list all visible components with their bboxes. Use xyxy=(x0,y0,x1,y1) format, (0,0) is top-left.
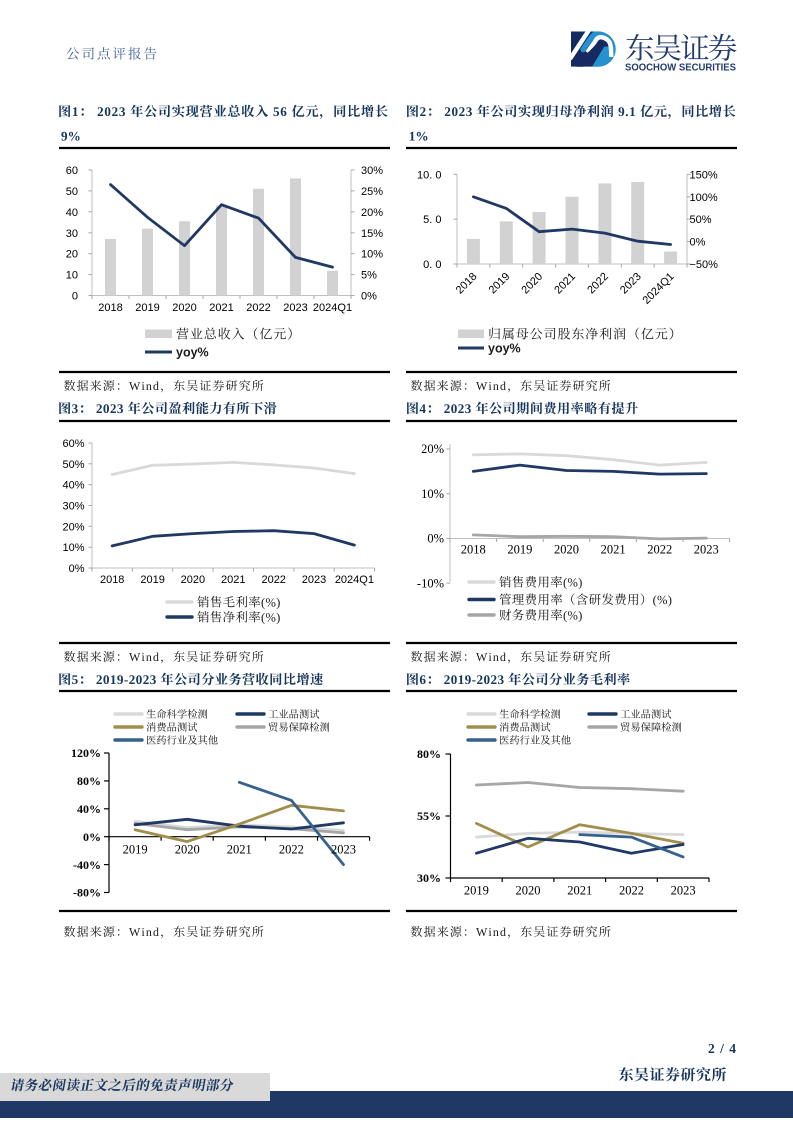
svg-text:2020: 2020 xyxy=(181,574,205,586)
svg-text:40%: 40% xyxy=(77,802,101,816)
svg-text:2022: 2022 xyxy=(619,884,644,898)
svg-text:2021: 2021 xyxy=(227,843,252,857)
svg-text:55%: 55% xyxy=(417,809,441,823)
svg-text:2020: 2020 xyxy=(519,271,545,297)
svg-text:5%: 5% xyxy=(361,270,377,282)
svg-text:15%: 15% xyxy=(361,228,383,240)
svg-text:2019: 2019 xyxy=(140,574,164,586)
svg-text:-40%: -40% xyxy=(73,858,101,872)
svg-text:10. 0: 10. 0 xyxy=(417,169,441,181)
svg-text:2021: 2021 xyxy=(567,884,592,898)
svg-text:10%: 10% xyxy=(361,249,383,261)
svg-text:2018: 2018 xyxy=(454,271,480,297)
svg-text:40%: 40% xyxy=(62,480,84,492)
svg-text:40: 40 xyxy=(66,207,78,219)
svg-text:20%: 20% xyxy=(421,442,444,456)
svg-text:150%: 150% xyxy=(690,169,718,181)
svg-text:2019: 2019 xyxy=(487,271,513,297)
svg-text:2021: 2021 xyxy=(552,271,578,297)
svg-text:2022: 2022 xyxy=(246,302,270,314)
svg-text:20%: 20% xyxy=(62,521,84,533)
svg-text:−50%: −50% xyxy=(690,259,719,271)
svg-text:2020: 2020 xyxy=(554,543,579,557)
svg-text:30: 30 xyxy=(66,228,78,240)
svg-text:25%: 25% xyxy=(361,186,383,198)
svg-text:50: 50 xyxy=(66,186,78,198)
svg-text:0%: 0% xyxy=(83,830,101,844)
svg-text:60: 60 xyxy=(66,165,78,177)
svg-text:120%: 120% xyxy=(71,746,101,760)
svg-text:2023: 2023 xyxy=(694,543,719,557)
svg-text:yoy%: yoy% xyxy=(488,342,521,356)
svg-text:2020: 2020 xyxy=(175,843,200,857)
svg-text:80%: 80% xyxy=(417,747,441,761)
svg-text:SOOCHOW SECURITIES: SOOCHOW SECURITIES xyxy=(625,63,736,74)
svg-text:30%: 30% xyxy=(361,165,383,177)
svg-text:2023: 2023 xyxy=(671,884,696,898)
svg-text:50%: 50% xyxy=(62,459,84,471)
svg-text:2022: 2022 xyxy=(279,843,304,857)
svg-text:0. 0: 0. 0 xyxy=(423,259,441,271)
svg-text:2023: 2023 xyxy=(283,302,307,314)
svg-text:2024Q1: 2024Q1 xyxy=(641,271,677,307)
svg-text:2019: 2019 xyxy=(135,302,159,314)
svg-text:2018: 2018 xyxy=(100,574,124,586)
svg-text:2022: 2022 xyxy=(585,271,611,297)
svg-text:2022: 2022 xyxy=(647,543,672,557)
svg-text:80%: 80% xyxy=(77,774,101,788)
svg-text:2023: 2023 xyxy=(302,574,326,586)
svg-text:2023: 2023 xyxy=(618,271,644,297)
svg-text:0%: 0% xyxy=(69,563,85,575)
svg-text:20%: 20% xyxy=(361,207,383,219)
svg-text:30%: 30% xyxy=(62,501,84,513)
svg-text:30%: 30% xyxy=(417,871,441,885)
svg-text:20: 20 xyxy=(66,249,78,261)
svg-text:2018: 2018 xyxy=(461,543,486,557)
svg-text:2022: 2022 xyxy=(261,574,285,586)
svg-text:60%: 60% xyxy=(62,438,84,450)
svg-text:10%: 10% xyxy=(62,542,84,554)
svg-text:-80%: -80% xyxy=(73,886,101,900)
svg-text:2020: 2020 xyxy=(516,884,541,898)
svg-text:0%: 0% xyxy=(427,532,444,546)
svg-text:10%: 10% xyxy=(421,487,444,501)
svg-text:0%: 0% xyxy=(690,237,706,249)
svg-text:100%: 100% xyxy=(690,192,718,204)
svg-text:2021: 2021 xyxy=(601,543,626,557)
svg-text:5. 0: 5. 0 xyxy=(423,214,441,226)
svg-text:2023: 2023 xyxy=(331,843,356,857)
svg-text:50%: 50% xyxy=(690,214,712,226)
svg-text:2019: 2019 xyxy=(123,843,148,857)
svg-text:2021: 2021 xyxy=(209,302,233,314)
svg-text:-10%: -10% xyxy=(417,577,444,591)
svg-text:yoy%: yoy% xyxy=(176,346,209,360)
svg-text:0%: 0% xyxy=(361,291,377,303)
svg-text:2024Q1: 2024Q1 xyxy=(335,574,374,586)
svg-text:10: 10 xyxy=(66,270,78,282)
svg-text:0: 0 xyxy=(72,291,78,303)
svg-text:2019: 2019 xyxy=(464,884,489,898)
svg-text:2021: 2021 xyxy=(221,574,245,586)
svg-text:2019: 2019 xyxy=(507,543,532,557)
svg-text:2018: 2018 xyxy=(98,302,122,314)
svg-text:2024Q1: 2024Q1 xyxy=(313,302,352,314)
svg-text:2 / 4: 2 / 4 xyxy=(708,1041,737,1056)
svg-text:2020: 2020 xyxy=(172,302,196,314)
